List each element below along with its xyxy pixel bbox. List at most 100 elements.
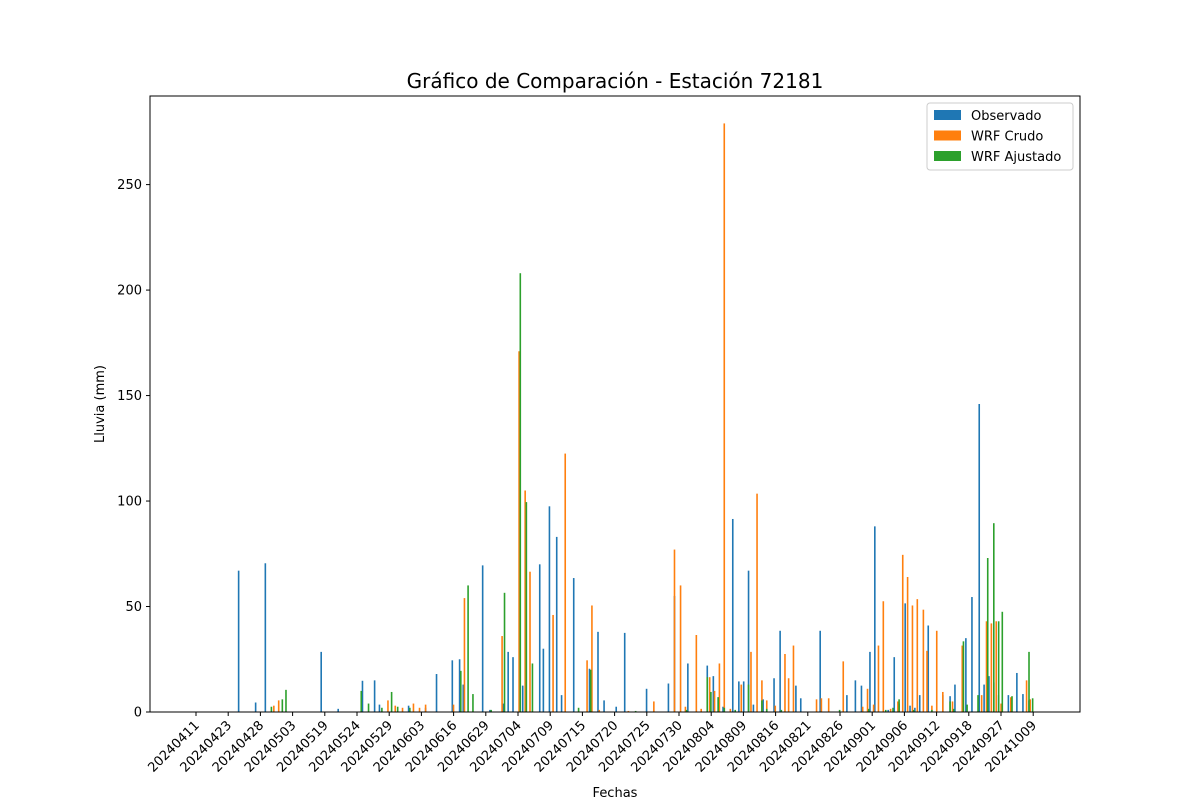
bar-observado-70: [988, 676, 990, 712]
bar-wrf-crudo-15: [564, 453, 567, 712]
bar-wrf-ajustado-30: [838, 709, 841, 712]
bar-observado-31: [645, 688, 648, 712]
bar-wrf-crudo-45: [866, 688, 869, 712]
bar-wrf-crudo-64: [990, 623, 993, 712]
bar-observado-61: [918, 695, 921, 712]
bar-wrf-crudo-38: [787, 678, 790, 712]
bar-wrf-crudo-10: [501, 636, 503, 712]
bar-observado-24: [560, 695, 563, 712]
bar-wrf-ajustado-23: [717, 697, 719, 712]
bar-wrf-crudo-52: [906, 576, 909, 712]
bar-wrf-crudo-32: [750, 651, 752, 712]
bar-wrf-ajustado-39: [962, 641, 965, 712]
bar-wrf-ajustado-7: [396, 706, 399, 712]
bar-wrf-ajustado-0: [270, 706, 273, 712]
bar-wrf-ajustado-47: [1028, 651, 1030, 712]
bar-wrf-crudo-58: [935, 630, 938, 712]
bar-wrf-ajustado-43: [993, 523, 995, 712]
bar-wrf-crudo-67: [1010, 697, 1012, 712]
bar-wrf-crudo-3: [394, 705, 397, 712]
bar-observado-15: [489, 709, 491, 712]
bar-wrf-ajustado-3: [360, 690, 363, 712]
bar-wrf-crudo-44: [861, 706, 864, 712]
bar-wrf-ajustado-35: [912, 709, 915, 712]
bar-wrf-ajustado-46: [1011, 696, 1013, 712]
bar-observado-30: [623, 632, 626, 712]
bar-wrf-crudo-9: [463, 598, 466, 712]
bar-observado-25: [572, 578, 575, 712]
bar-wrf-crudo-27: [713, 690, 716, 712]
bar-wrf-ajustado-9: [460, 670, 462, 712]
bar-wrf-ajustado-41: [977, 695, 979, 712]
bar-observado-10: [435, 674, 438, 712]
bar-wrf-ajustado-26: [747, 684, 750, 712]
bar-wrf-crudo-28: [718, 663, 721, 712]
bar-observado-58: [904, 603, 906, 712]
bar-wrf-crudo-31: [740, 684, 743, 712]
bar-observado-67: [971, 597, 973, 712]
bar-wrf-ajustado-5: [381, 707, 383, 712]
bar-wrf-ajustado-17: [577, 707, 580, 712]
bar-wrf-crudo-20: [653, 701, 655, 712]
bar-wrf-crudo-30: [729, 708, 732, 712]
bar-observado-27: [597, 631, 599, 712]
legend-label-2: WRF Ajustado: [971, 150, 1061, 165]
bar-observado-75: [1022, 694, 1024, 712]
bar-observado-74: [1016, 672, 1018, 712]
bar-wrf-crudo-8: [452, 704, 455, 712]
bar-wrf-ajustado-28: [765, 708, 768, 712]
bar-wrf-crudo-14: [552, 614, 554, 712]
bar-observado-1: [254, 702, 257, 712]
y-axis-label: Lluvia (mm): [93, 365, 108, 443]
bar-observado-18: [512, 657, 514, 712]
bar-wrf-crudo-46: [872, 704, 875, 712]
bar-wrf-ajustado-25: [734, 709, 736, 712]
bar-observado-66: [965, 638, 967, 712]
bar-observado-73: [1007, 695, 1010, 712]
bar-wrf-crudo-13: [529, 571, 531, 712]
bar-observado-29: [615, 706, 618, 712]
bar-observado-23: [555, 536, 558, 712]
y-tick-label-3: 150: [117, 389, 142, 404]
bar-wrf-crudo-6: [418, 707, 421, 712]
legend-swatch-1: [934, 130, 961, 141]
bar-wrf-ajustado-29: [780, 709, 783, 712]
bar-wrf-crudo-2: [387, 700, 389, 712]
bar-wrf-crudo-24: [695, 635, 698, 712]
bar-observado-34: [687, 663, 689, 712]
bar-wrf-crudo-55: [922, 609, 925, 712]
bar-wrf-ajustado-21: [706, 677, 709, 712]
bar-observado-41: [742, 681, 745, 712]
bar-observado-54: [874, 526, 876, 712]
bar-wrf-crudo-33: [756, 493, 758, 712]
bar-wrf-ajustado-34: [898, 699, 900, 712]
bar-wrf-crudo-57: [931, 705, 933, 712]
bar-wrf-crudo-41: [820, 698, 823, 712]
bar-wrf-crudo-12: [524, 490, 526, 712]
bar-wrf-crudo-54: [916, 599, 919, 712]
legend-label-1: WRF Crudo: [971, 130, 1043, 145]
bar-observado-32: [667, 683, 670, 712]
y-tick-label-1: 50: [125, 600, 142, 615]
bar-wrf-ajustado-1: [281, 699, 284, 712]
bar-wrf-crudo-36: [774, 705, 777, 712]
bar-observado-4: [337, 708, 339, 712]
bar-wrf-crudo-43: [842, 661, 845, 712]
legend-swatch-2: [934, 151, 961, 161]
bar-observado-19: [521, 685, 524, 712]
bar-wrf-crudo-48: [882, 601, 885, 712]
bar-observado-49: [819, 630, 821, 712]
bar-observado-22: [548, 506, 551, 712]
bar-observado-55: [887, 709, 889, 712]
bar-observado-48: [799, 698, 802, 712]
bar-observado-52: [860, 685, 863, 712]
bar-observado-13: [462, 684, 465, 712]
bar-observado-65: [954, 684, 956, 712]
bar-wrf-ajustado-22: [710, 691, 712, 712]
bar-wrf-crudo-21: [673, 549, 676, 712]
bar-wrf-ajustado-31: [867, 708, 870, 712]
bar-wrf-crudo-25: [700, 708, 702, 712]
y-tick-label-2: 100: [117, 495, 142, 510]
bar-wrf-crudo-59: [942, 691, 944, 712]
